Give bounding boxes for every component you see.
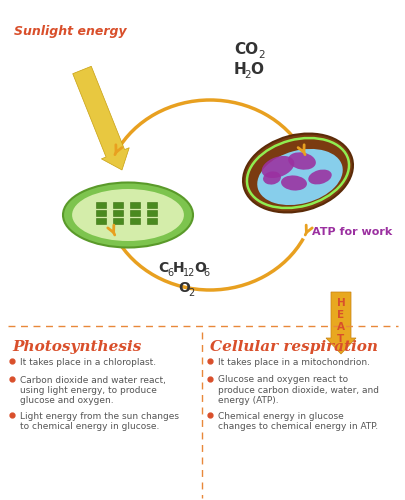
Text: Glucose and oxygen react to
produce carbon dioxide, water, and
energy (ATP).: Glucose and oxygen react to produce carb… — [217, 376, 378, 406]
Text: C: C — [158, 261, 168, 275]
Bar — [130, 210, 140, 216]
Bar — [113, 210, 123, 216]
Text: ATP for work: ATP for work — [311, 227, 391, 237]
Bar — [96, 202, 106, 208]
Text: 2: 2 — [243, 70, 250, 80]
Bar — [113, 202, 123, 208]
Ellipse shape — [63, 182, 192, 248]
Bar — [147, 202, 157, 208]
Text: 2: 2 — [257, 50, 264, 60]
Text: A: A — [336, 322, 344, 332]
Bar — [96, 210, 106, 216]
Ellipse shape — [288, 152, 315, 170]
Text: It takes place in a mitochondrion.: It takes place in a mitochondrion. — [217, 358, 369, 367]
Bar — [96, 218, 106, 224]
Text: T: T — [337, 334, 344, 344]
Text: 12: 12 — [183, 268, 195, 278]
Bar — [113, 218, 123, 224]
Text: O: O — [177, 281, 190, 295]
Ellipse shape — [243, 134, 352, 212]
Text: Sunlight energy: Sunlight energy — [14, 26, 126, 38]
Ellipse shape — [262, 172, 280, 184]
Text: 6: 6 — [202, 268, 209, 278]
Text: Carbon dioxide and water react,
using light energy, to produce
glucose and oxyge: Carbon dioxide and water react, using li… — [20, 376, 166, 406]
Bar — [147, 218, 157, 224]
Text: H: H — [233, 62, 246, 78]
FancyArrow shape — [72, 66, 129, 170]
Bar — [130, 218, 140, 224]
Ellipse shape — [72, 189, 183, 241]
Text: E: E — [337, 310, 344, 320]
Bar — [130, 202, 140, 208]
Text: Cellular respiration: Cellular respiration — [209, 340, 377, 354]
Text: O: O — [194, 261, 205, 275]
Text: 6: 6 — [166, 268, 173, 278]
Text: H: H — [173, 261, 184, 275]
Text: O: O — [249, 62, 262, 78]
Text: Photosynthesis: Photosynthesis — [12, 340, 141, 354]
Text: H: H — [336, 298, 345, 308]
Text: CO: CO — [233, 42, 258, 58]
Text: Light energy from the sun changes
to chemical energy in glucose.: Light energy from the sun changes to che… — [20, 412, 179, 432]
Ellipse shape — [307, 170, 331, 184]
Text: Chemical energy in glucose
changes to chemical energy in ATP.: Chemical energy in glucose changes to ch… — [217, 412, 377, 432]
Ellipse shape — [261, 156, 294, 178]
Ellipse shape — [257, 149, 342, 205]
Text: 2: 2 — [188, 288, 194, 298]
FancyArrow shape — [325, 292, 355, 354]
Text: It takes place in a chloroplast.: It takes place in a chloroplast. — [20, 358, 156, 367]
Ellipse shape — [280, 176, 306, 190]
Bar — [147, 210, 157, 216]
